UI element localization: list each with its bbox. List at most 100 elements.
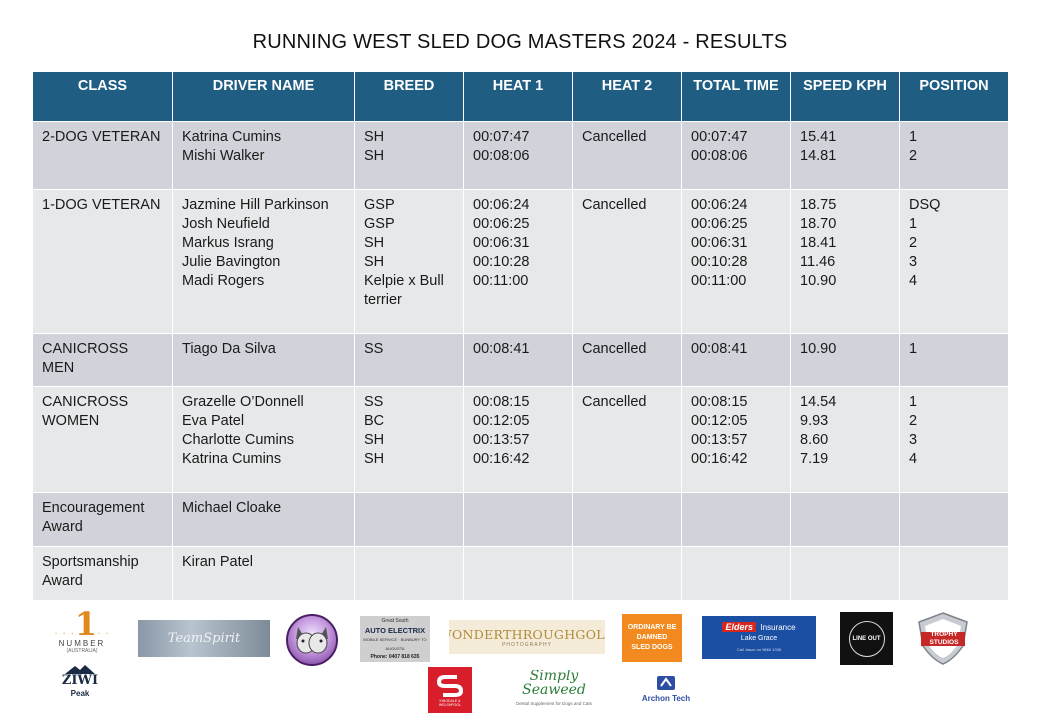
heat1-cell: 00:06:24 00:06:25 00:06:31 00:10:28 00:1… (463, 189, 573, 334)
total-time: 00:10:28 (691, 254, 748, 270)
heat2-status: Cancelled (582, 129, 647, 145)
archon-icon (657, 675, 675, 690)
shield-icon (918, 612, 968, 665)
trophy-line1: TROPHY (930, 631, 958, 638)
breed: GSP (364, 197, 395, 213)
total-cell (681, 546, 791, 601)
total-cell: 00:08:41 (681, 333, 791, 387)
trophy-line2: STUDIOS (929, 639, 959, 646)
position-cell: 1 2 3 4 (899, 386, 1009, 493)
elders-word: Insurance (760, 623, 796, 632)
auto-electrix-line3: MOBILE SERVICE · BUNBURY TO AUGUSTA (363, 636, 427, 651)
header-heat-2: HEAT 2 (572, 71, 682, 122)
position-cell (899, 546, 1009, 601)
speed-cell (790, 546, 900, 601)
class-name: CANICROSS MEN (42, 341, 129, 376)
position: 2 (909, 235, 918, 251)
heat1-time: 00:11:00 (473, 273, 529, 289)
wonder-sub: PHOTOGRAPHY (502, 641, 552, 648)
ziwi-main: ZIWI (61, 672, 99, 688)
heat2-cell (572, 546, 682, 601)
heat1-cell (463, 546, 573, 601)
heat2-status: Cancelled (582, 197, 647, 213)
header-total-time: TOTAL TIME (681, 71, 791, 122)
table-row: 1-DOG VETERAN Jazmine Hill Parkinson Jos… (32, 189, 1009, 334)
line-out-logo: LINE OUT (840, 612, 893, 665)
breed-cell (354, 546, 464, 601)
team-spirit-logo: TeamSpirit (138, 620, 270, 657)
header-class: CLASS (32, 71, 173, 122)
driver-name: Charlotte Cumins (182, 432, 295, 448)
page-title: RUNNING WEST SLED DOG MASTERS 2024 - RES… (252, 31, 788, 53)
speed: 18.41 (800, 235, 837, 251)
driver-cell: Grazelle O’Donnell Eva Patel Charlotte C… (172, 386, 355, 493)
breed: Kelpie x Bull terrier (364, 273, 444, 308)
breed: SS (364, 341, 384, 357)
auto-electrix-logo: Great South AUTO ELECTRIX MOBILE SERVICE… (360, 616, 430, 662)
position-cell (899, 492, 1009, 547)
heat1-time: 00:13:57 (473, 432, 530, 448)
position: 4 (909, 451, 918, 467)
driver-cell: Jazmine Hill Parkinson Josh Neufield Mar… (172, 189, 355, 334)
heat1-time: 00:06:25 (473, 216, 530, 232)
husky-icon (296, 627, 328, 654)
heat1-time: 00:06:31 (473, 235, 530, 251)
heat2-status: Cancelled (582, 394, 647, 410)
table-header-row: CLASS DRIVER NAME BREED HEAT 1 HEAT 2 TO… (32, 71, 1009, 122)
heat1-cell (463, 492, 573, 547)
speed-cell: 10.90 (790, 333, 900, 387)
auto-electrix-line4: Phone: 0407 818 635 (370, 653, 420, 660)
auto-electrix-line2: AUTO ELECTRIX (364, 625, 426, 635)
ziwi-sub: Peak (70, 688, 90, 698)
driver-name: Michael Cloake (182, 500, 282, 516)
total-time: 00:08:41 (691, 341, 748, 357)
class-name: CANICROSS WOMEN (42, 394, 129, 429)
header-position: POSITION (899, 71, 1009, 122)
position: 4 (909, 273, 918, 289)
position: DSQ (909, 197, 941, 213)
number1-sub: (AUSTRALIA) (66, 647, 98, 654)
speed-cell (790, 492, 900, 547)
speed-cell: 18.75 18.70 18.41 11.46 10.90 (790, 189, 900, 334)
header-heat-1: HEAT 1 (463, 71, 573, 122)
mountain-icon (65, 664, 95, 674)
total-time: 00:06:25 (691, 216, 748, 232)
driver-name: Katrina Cumins (182, 451, 282, 467)
position: 1 (909, 129, 918, 145)
heat2-cell: Cancelled (572, 333, 682, 387)
archon-logo: Archon Tech (634, 668, 698, 708)
table-row: Sportsmanship Award Kiran Patel (32, 546, 1009, 601)
speed: 18.70 (800, 216, 837, 232)
trophy-studios-logo: TROPHY STUDIOS (913, 610, 975, 666)
table-row: Encouragement Award Michael Cloake (32, 492, 1009, 547)
elders-brand: Elders (722, 622, 756, 632)
speed: 10.90 (800, 341, 837, 357)
driver-name: Jazmine Hill Parkinson (182, 197, 329, 213)
heat1-time: 00:07:47 (473, 129, 530, 145)
class-cell: CANICROSS WOMEN (32, 386, 173, 493)
total-time: 00:07:47 (691, 129, 748, 145)
heat2-cell: Cancelled (572, 386, 682, 493)
driver-cell: Tiago Da Silva (172, 333, 355, 387)
heat2-cell: Cancelled (572, 189, 682, 334)
heat1-time: 00:06:24 (473, 197, 530, 213)
heat1-cell: 00:08:15 00:12:05 00:13:57 00:16:42 (463, 386, 573, 493)
husky-logo (286, 614, 338, 666)
heat1-cell: 00:08:41 (463, 333, 573, 387)
header-speed-kph: SPEED KPH (790, 71, 900, 122)
position: 2 (909, 413, 918, 429)
header-breed: BREED (354, 71, 464, 122)
ordinary-line2: DAMNED (636, 634, 668, 641)
class-name: Encouragement Award (42, 500, 145, 535)
kingdale-s-icon (436, 675, 464, 697)
sponsor-logos: · · · 1 · · NUMBER (AUSTRALIA) TeamSpiri… (0, 604, 1040, 720)
driver-cell: Kiran Patel (172, 546, 355, 601)
speed: 14.81 (800, 148, 837, 164)
class-cell: 2-DOG VETERAN (32, 121, 173, 190)
breed-cell: SS BC SH SH (354, 386, 464, 493)
breed: SH (364, 235, 385, 251)
total-cell (681, 492, 791, 547)
driver-name: Grazelle O’Donnell (182, 394, 304, 410)
ordinary-line1: ORDINARY BE (627, 624, 677, 631)
total-time: 00:11:00 (691, 273, 747, 289)
